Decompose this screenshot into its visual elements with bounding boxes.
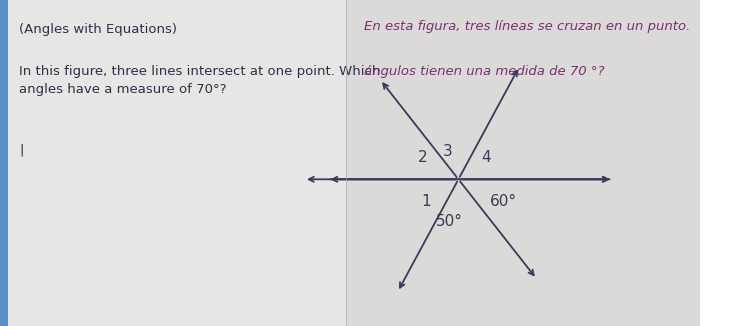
Text: In this figure, three lines intersect at one point. Which
angles have a measure : In this figure, three lines intersect at…: [19, 65, 380, 96]
FancyBboxPatch shape: [0, 0, 8, 326]
Text: (Angles with Equations): (Angles with Equations): [19, 23, 177, 36]
Text: |: |: [19, 143, 23, 156]
Text: 50°: 50°: [435, 214, 462, 229]
Text: ángulos tienen una medida de 70 °?: ángulos tienen una medida de 70 °?: [364, 65, 604, 78]
Text: 3: 3: [442, 144, 452, 159]
FancyBboxPatch shape: [0, 0, 346, 326]
Text: 4: 4: [482, 150, 491, 165]
Text: 1: 1: [421, 194, 431, 209]
Text: En esta figura, tres líneas se cruzan en un punto.: En esta figura, tres líneas se cruzan en…: [364, 20, 690, 33]
FancyBboxPatch shape: [346, 0, 700, 326]
Text: 2: 2: [418, 150, 428, 165]
Text: 60°: 60°: [490, 194, 517, 209]
